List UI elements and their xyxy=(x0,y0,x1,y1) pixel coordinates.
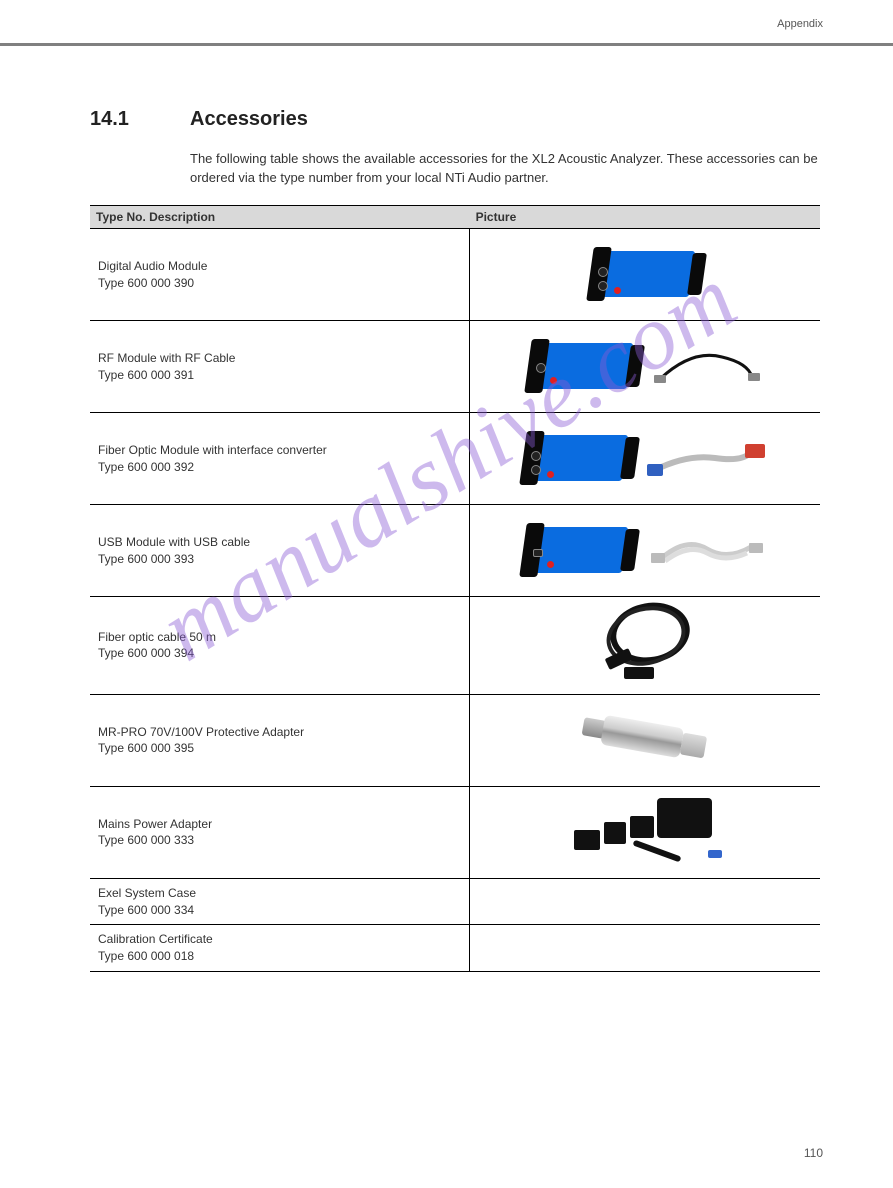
device-icon xyxy=(523,429,633,489)
cell-desc: Mains Power Adapter Type 600 000 333 xyxy=(90,786,470,878)
cell-desc: USB Module with USB cable Type 600 000 3… xyxy=(90,505,470,597)
power-adapter-icon xyxy=(560,794,730,866)
device-icon xyxy=(523,521,633,581)
cell-image xyxy=(470,694,820,786)
cell-image xyxy=(470,229,820,321)
cell-image xyxy=(470,597,820,695)
device-icon xyxy=(590,245,700,305)
cell-desc: RF Module with RF Cable Type 600 000 391 xyxy=(90,321,470,413)
page-header-label: Appendix xyxy=(777,18,823,30)
usb-cable-icon xyxy=(647,527,767,575)
section-number: 14.1 xyxy=(90,108,129,131)
page-number: 110 xyxy=(804,1146,823,1160)
device-icon xyxy=(528,337,638,397)
cell-image xyxy=(470,505,820,597)
table-row: RF Module with RF Cable Type 600 000 391 xyxy=(90,321,820,413)
section-title: Accessories xyxy=(190,108,308,131)
header-rule xyxy=(0,43,893,46)
table-row: Fiber Optic Module with interface conver… xyxy=(90,413,820,505)
table-header-desc: Type No. Description xyxy=(90,206,470,229)
adapter-icon xyxy=(577,703,713,773)
table-row: MR-PRO 70V/100V Protective Adapter Type … xyxy=(90,694,820,786)
table-row: Digital Audio Module Type 600 000 390 xyxy=(90,229,820,321)
fiber-converter-icon xyxy=(647,434,767,484)
cell-desc: Digital Audio Module Type 600 000 390 xyxy=(90,229,470,321)
table-row: Calibration Certificate Type 600 000 018 xyxy=(90,925,820,972)
cell-image xyxy=(470,321,820,413)
cell-desc: Calibration Certificate Type 600 000 018 xyxy=(90,925,470,972)
table-row: Mains Power Adapter Type 600 000 333 xyxy=(90,786,820,878)
section-intro: The following table shows the available … xyxy=(190,150,820,188)
table-header-pic: Picture xyxy=(470,206,820,229)
fiber-coil-icon xyxy=(580,603,710,683)
table-row: Fiber optic cable 50 m Type 600 000 394 xyxy=(90,597,820,695)
cell-desc: Exel System Case Type 600 000 334 xyxy=(90,878,470,925)
cell-desc: MR-PRO 70V/100V Protective Adapter Type … xyxy=(90,694,470,786)
cell-desc: Fiber optic cable 50 m Type 600 000 394 xyxy=(90,597,470,695)
cell-image xyxy=(470,786,820,878)
table-row: Exel System Case Type 600 000 334 xyxy=(90,878,820,925)
cell-image xyxy=(470,925,820,972)
cell-desc: Fiber Optic Module with interface conver… xyxy=(90,413,470,505)
rf-cable-icon xyxy=(652,345,762,389)
cell-image xyxy=(470,413,820,505)
cell-image xyxy=(470,878,820,925)
accessories-table: Type No. Description Picture Digital Aud… xyxy=(90,205,820,972)
table-row: USB Module with USB cable Type 600 000 3… xyxy=(90,505,820,597)
